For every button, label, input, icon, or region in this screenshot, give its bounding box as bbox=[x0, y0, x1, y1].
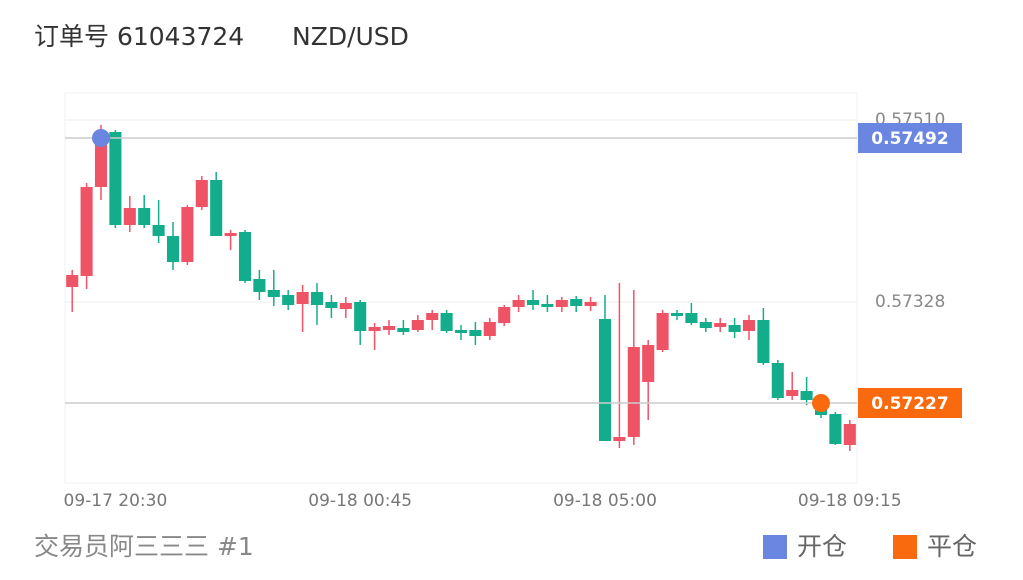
price-label: 0.57227 bbox=[871, 394, 948, 414]
candle-body bbox=[66, 275, 79, 287]
candle-body bbox=[426, 313, 439, 320]
candle-body bbox=[80, 187, 93, 276]
candle-body bbox=[339, 303, 352, 309]
trade-marker bbox=[812, 394, 830, 412]
candle-body bbox=[282, 295, 295, 305]
x-tick-label: 09-18 00:45 bbox=[308, 491, 412, 511]
candle-body bbox=[771, 363, 784, 398]
candle-body bbox=[526, 300, 540, 305]
candle-body bbox=[469, 330, 482, 336]
legend-swatch bbox=[893, 535, 917, 559]
price-label: 0.57492 bbox=[871, 129, 948, 149]
candle-body bbox=[843, 424, 856, 445]
candle-body bbox=[411, 320, 424, 330]
candle-body bbox=[210, 180, 223, 236]
candle-body bbox=[699, 322, 712, 328]
candle-body bbox=[152, 225, 165, 236]
x-tick-label: 09-18 09:15 bbox=[798, 491, 902, 511]
candle-body bbox=[670, 313, 684, 316]
candle-body bbox=[584, 302, 597, 306]
candle-body bbox=[454, 330, 468, 333]
legend-label: 开仓 bbox=[797, 532, 847, 561]
candle-body bbox=[800, 391, 813, 400]
candle-body bbox=[296, 292, 309, 304]
x-tick-label: 09-17 20:30 bbox=[64, 491, 168, 511]
candle-body bbox=[123, 208, 136, 225]
candle-body bbox=[224, 233, 237, 236]
candle-body bbox=[94, 140, 108, 187]
candle-body bbox=[483, 322, 496, 336]
candle-body bbox=[742, 320, 756, 331]
candle-body bbox=[440, 313, 453, 331]
candle-body bbox=[570, 299, 583, 306]
candle-body bbox=[829, 414, 842, 444]
candle-body bbox=[757, 320, 770, 363]
candle-body bbox=[627, 347, 640, 437]
candle-body bbox=[368, 327, 381, 331]
legend-label: 平仓 bbox=[927, 532, 977, 561]
price-label-box bbox=[858, 388, 962, 418]
candle-body bbox=[166, 236, 180, 262]
candle-body bbox=[541, 304, 554, 307]
price-label-box bbox=[858, 123, 962, 153]
candle-body bbox=[253, 279, 266, 292]
candle-body bbox=[642, 345, 655, 382]
candle-body bbox=[685, 313, 698, 323]
candle-body bbox=[267, 290, 280, 297]
candle-body bbox=[325, 302, 338, 308]
symbol: NZD/USD bbox=[292, 22, 409, 51]
candle-body bbox=[656, 313, 669, 350]
candle-body bbox=[382, 326, 396, 330]
chart-title: 订单号 61043724 bbox=[34, 22, 244, 51]
trade-marker bbox=[92, 129, 110, 147]
x-tick-label: 09-18 05:00 bbox=[553, 491, 657, 511]
plot-frame bbox=[64, 92, 858, 484]
candle-body bbox=[181, 207, 194, 262]
candle-body bbox=[613, 437, 626, 441]
y-tick-label: 0.57328 bbox=[875, 292, 945, 312]
candle-body bbox=[238, 232, 252, 281]
candle-body bbox=[397, 328, 410, 332]
candle-body bbox=[786, 390, 799, 396]
candle-body bbox=[728, 325, 741, 332]
candle-body bbox=[512, 300, 525, 307]
candle-body bbox=[555, 300, 568, 307]
candle-body bbox=[354, 302, 367, 331]
candle-body bbox=[598, 319, 612, 441]
footer: 交易员阿三三三 #1 bbox=[34, 532, 254, 561]
candle-body bbox=[195, 180, 208, 207]
candle-body bbox=[498, 307, 511, 323]
legend-swatch bbox=[763, 535, 787, 559]
candle-body bbox=[138, 208, 151, 225]
candle-body bbox=[310, 292, 324, 305]
candle-body bbox=[109, 132, 122, 225]
candle-body bbox=[714, 323, 727, 327]
